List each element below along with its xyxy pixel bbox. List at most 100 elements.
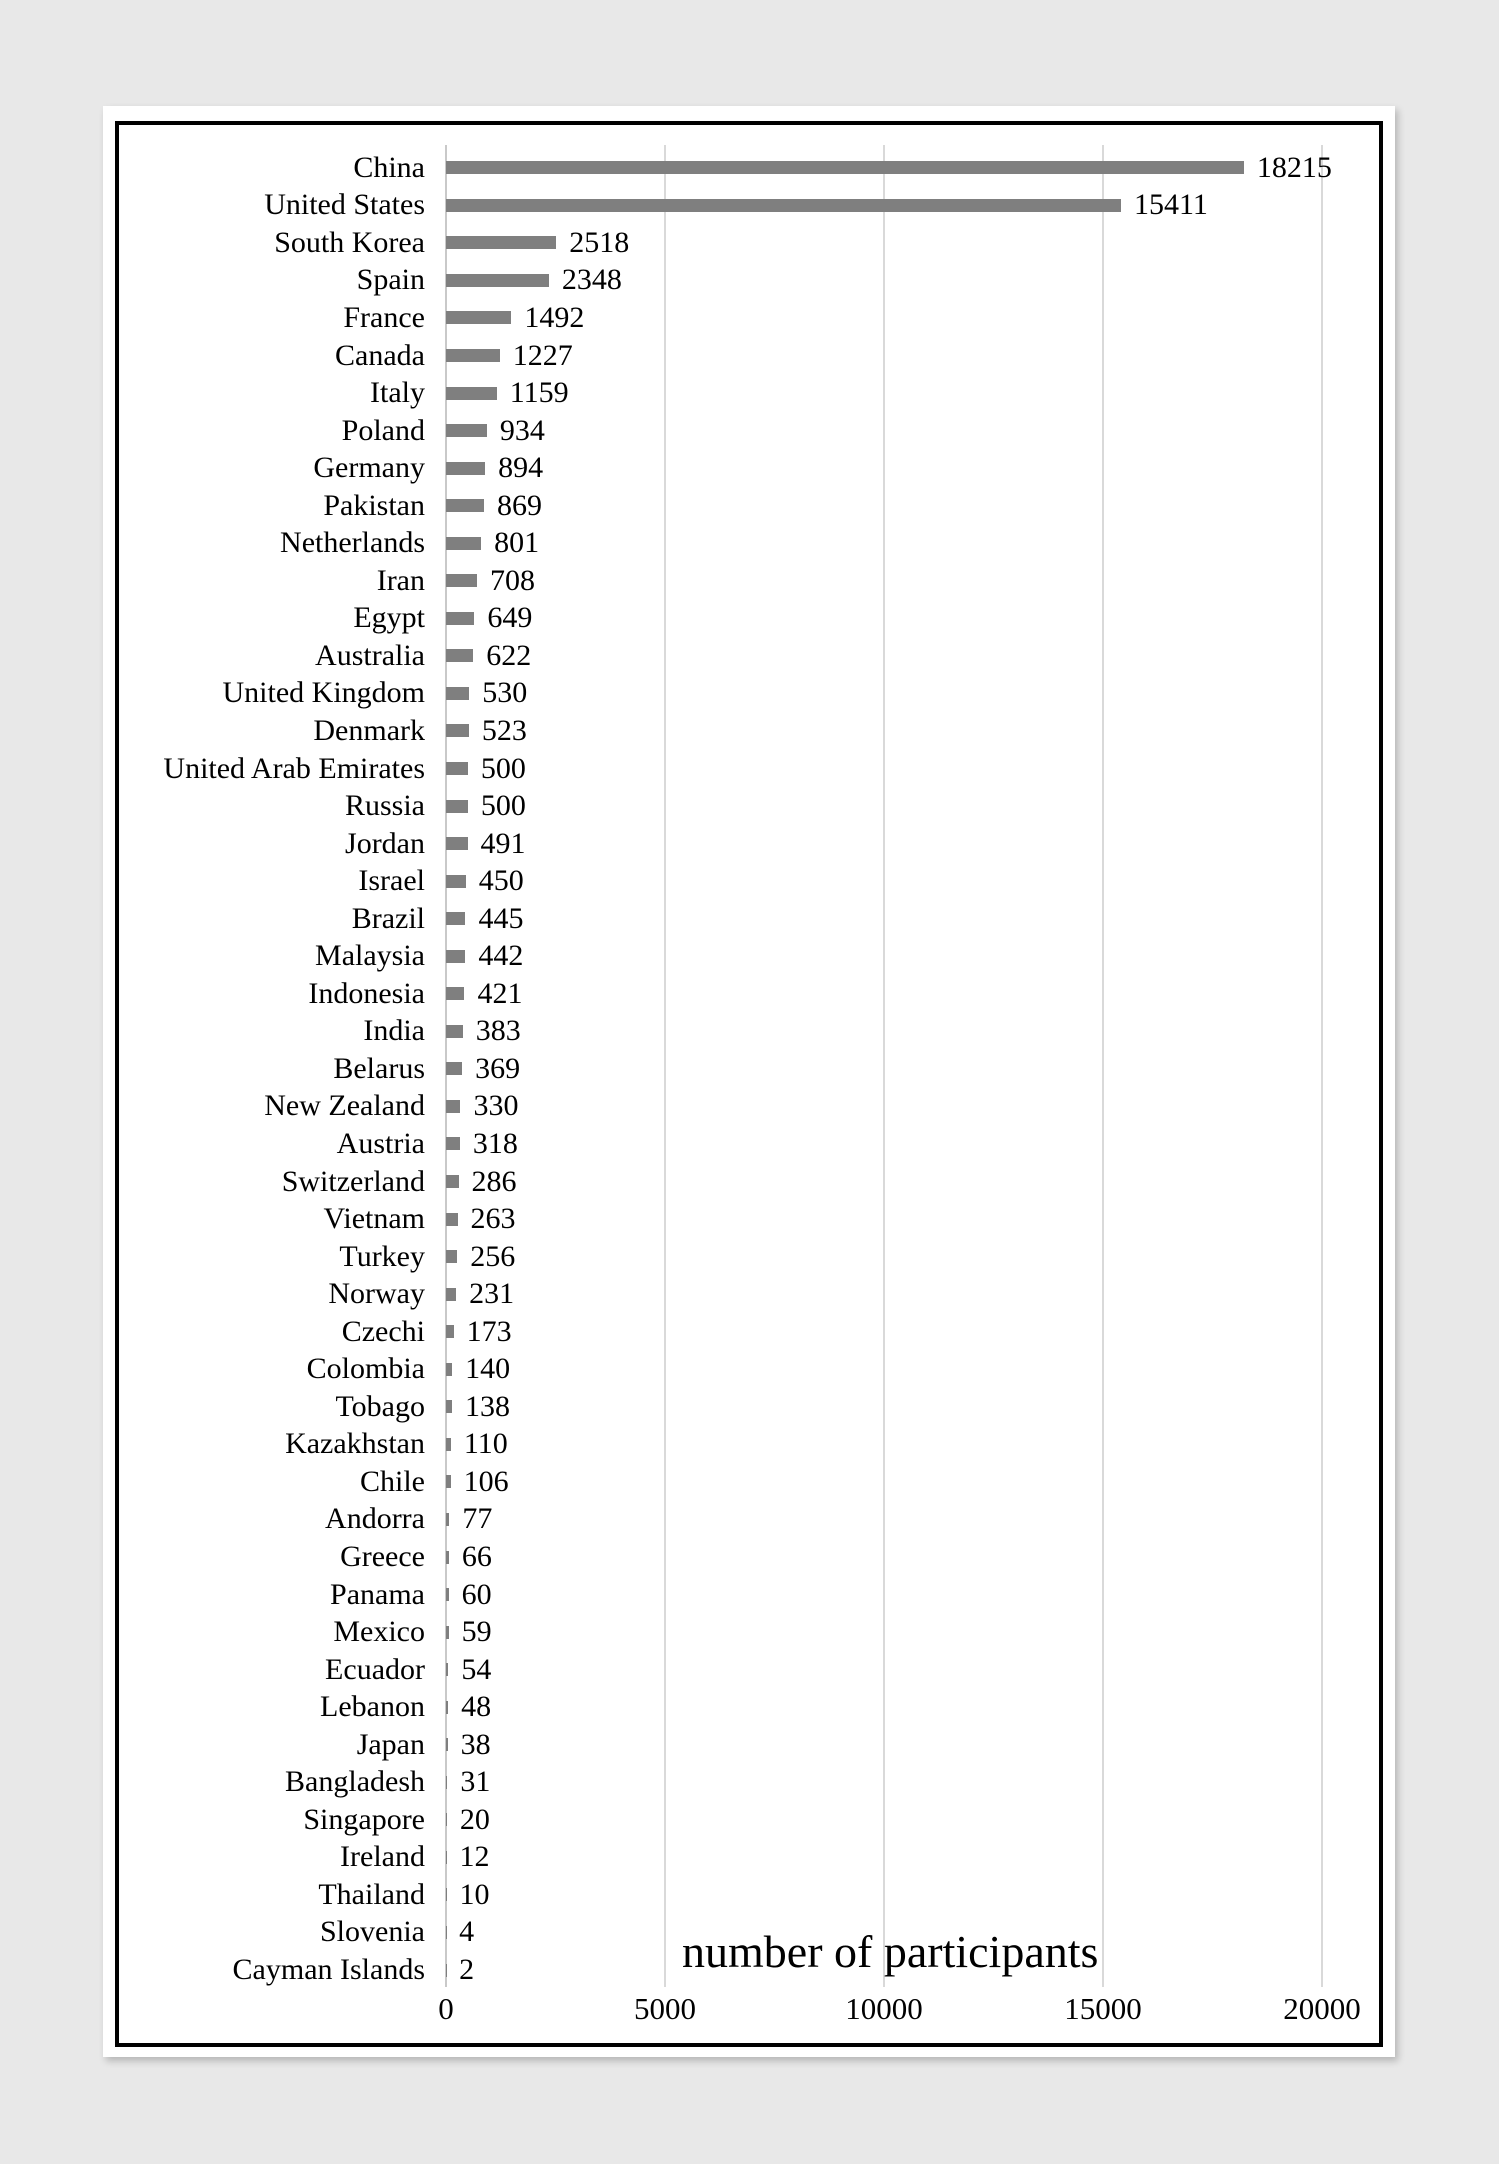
chart-frame: China 18215 United States 15411 South Korea 2… <box>115 121 1383 2047</box>
category-label: Tobago <box>335 1389 425 1423</box>
bar-row: Australia 622 <box>119 637 1379 675</box>
category-label: Mexico <box>333 1615 425 1649</box>
category-label: Indonesia <box>308 976 425 1010</box>
category-label: Jordan <box>345 826 425 860</box>
bar <box>446 799 468 813</box>
bar-row: Israel 450 <box>119 862 1379 900</box>
bar-row: Egypt 649 <box>119 600 1379 638</box>
value-label: 934 <box>499 413 545 447</box>
bar-row: United Arab Emirates 500 <box>119 750 1379 788</box>
bar <box>446 1287 457 1301</box>
category-label: Spain <box>356 263 425 297</box>
bar-row: Iran 708 <box>119 562 1379 600</box>
category-label: Cayman Islands <box>232 1953 425 1987</box>
bar <box>446 1850 447 1864</box>
category-label: Canada <box>335 338 425 372</box>
value-label: 60 <box>461 1577 492 1611</box>
bar <box>446 499 485 513</box>
bar-row: United States 15411 <box>119 187 1379 225</box>
x-axis-tick-label: 20000 <box>1283 1991 1361 2026</box>
value-label: 263 <box>470 1202 516 1236</box>
category-label: Egypt <box>353 601 425 635</box>
value-label: 649 <box>487 601 533 635</box>
value-label: 450 <box>478 864 524 898</box>
x-axis-title: number of participants <box>682 1926 1099 1977</box>
category-label: United Kingdom <box>222 676 426 710</box>
bar-row: Ecuador 54 <box>119 1651 1379 1689</box>
bar-row: Czechi 173 <box>119 1313 1379 1351</box>
bar <box>446 1550 449 1564</box>
bar <box>446 1512 450 1526</box>
bar-row: South Korea 2518 <box>119 224 1379 262</box>
bar-row: Canada 1227 <box>119 337 1379 375</box>
bar-row: Colombia 140 <box>119 1351 1379 1389</box>
category-label: Brazil <box>351 901 425 935</box>
bar-row: Greece 66 <box>119 1538 1379 1576</box>
bar-row: Spain 2348 <box>119 262 1379 300</box>
gridline <box>883 145 885 1987</box>
category-label: United Arab Emirates <box>163 751 425 785</box>
category-label: Chile <box>360 1464 425 1498</box>
bar <box>446 424 487 438</box>
bar <box>446 1813 447 1827</box>
category-label: Colombia <box>306 1352 425 1386</box>
bar <box>446 574 477 588</box>
gridline <box>1102 145 1104 1987</box>
category-label: Italy <box>370 376 425 410</box>
bar-row: Andorra 77 <box>119 1501 1379 1539</box>
bar-row: Netherlands 801 <box>119 524 1379 562</box>
value-label: 1159 <box>509 376 569 410</box>
category-label: Bangladesh <box>285 1765 425 1799</box>
value-label: 173 <box>466 1314 512 1348</box>
value-label: 383 <box>475 1014 521 1048</box>
category-label: New Zealand <box>264 1089 425 1123</box>
bar <box>446 349 500 362</box>
value-label: 442 <box>478 939 524 973</box>
category-label: Ecuador <box>325 1652 425 1686</box>
bar <box>446 1062 463 1076</box>
bar <box>446 536 482 550</box>
value-label: 330 <box>473 1089 519 1123</box>
bar <box>446 874 466 888</box>
bar-row: France 1492 <box>119 299 1379 337</box>
bar-row: New Zealand 330 <box>119 1088 1379 1126</box>
value-label: 18215 <box>1256 150 1332 184</box>
bar-row: Ireland 12 <box>119 1839 1379 1877</box>
bar-row: Brazil 445 <box>119 900 1379 938</box>
x-axis-tick-label: 15000 <box>1064 1991 1142 2026</box>
value-label: 20 <box>459 1802 490 1836</box>
value-label: 4 <box>459 1915 475 1949</box>
bar-row: Italy 1159 <box>119 374 1379 412</box>
value-label: 54 <box>461 1652 492 1686</box>
category-label: Ireland <box>340 1840 425 1874</box>
bar-row: Panama 60 <box>119 1576 1379 1614</box>
bar <box>446 686 470 700</box>
bar <box>446 949 466 963</box>
bar <box>446 987 465 1001</box>
bar-row: Chile 106 <box>119 1463 1379 1501</box>
bar <box>446 837 468 851</box>
value-label: 491 <box>480 826 526 860</box>
value-label: 10 <box>459 1877 490 1911</box>
value-label: 66 <box>461 1540 492 1573</box>
bar-row: Turkey 256 <box>119 1238 1379 1276</box>
category-label: Denmark <box>313 713 425 747</box>
bar-row: Belarus 369 <box>119 1050 1379 1088</box>
category-label: Panama <box>330 1577 425 1611</box>
bar-row: Denmark 523 <box>119 712 1379 750</box>
bar-row: Slovenia 4 <box>119 1914 1379 1952</box>
value-label: 140 <box>465 1352 511 1386</box>
value-label: 286 <box>471 1164 517 1198</box>
value-label: 138 <box>465 1389 511 1423</box>
bar <box>446 1212 458 1226</box>
value-label: 894 <box>498 451 544 485</box>
bar-row: Austria 318 <box>119 1125 1379 1163</box>
bar <box>446 762 468 776</box>
bar-row: Thailand 10 <box>119 1876 1379 1914</box>
bar-row: Pakistan 869 <box>119 487 1379 525</box>
bar <box>446 912 466 926</box>
value-label: 1227 <box>512 338 573 372</box>
category-label: Russia <box>344 789 425 823</box>
category-label: Poland <box>341 413 425 447</box>
category-label: Singapore <box>303 1802 425 1836</box>
